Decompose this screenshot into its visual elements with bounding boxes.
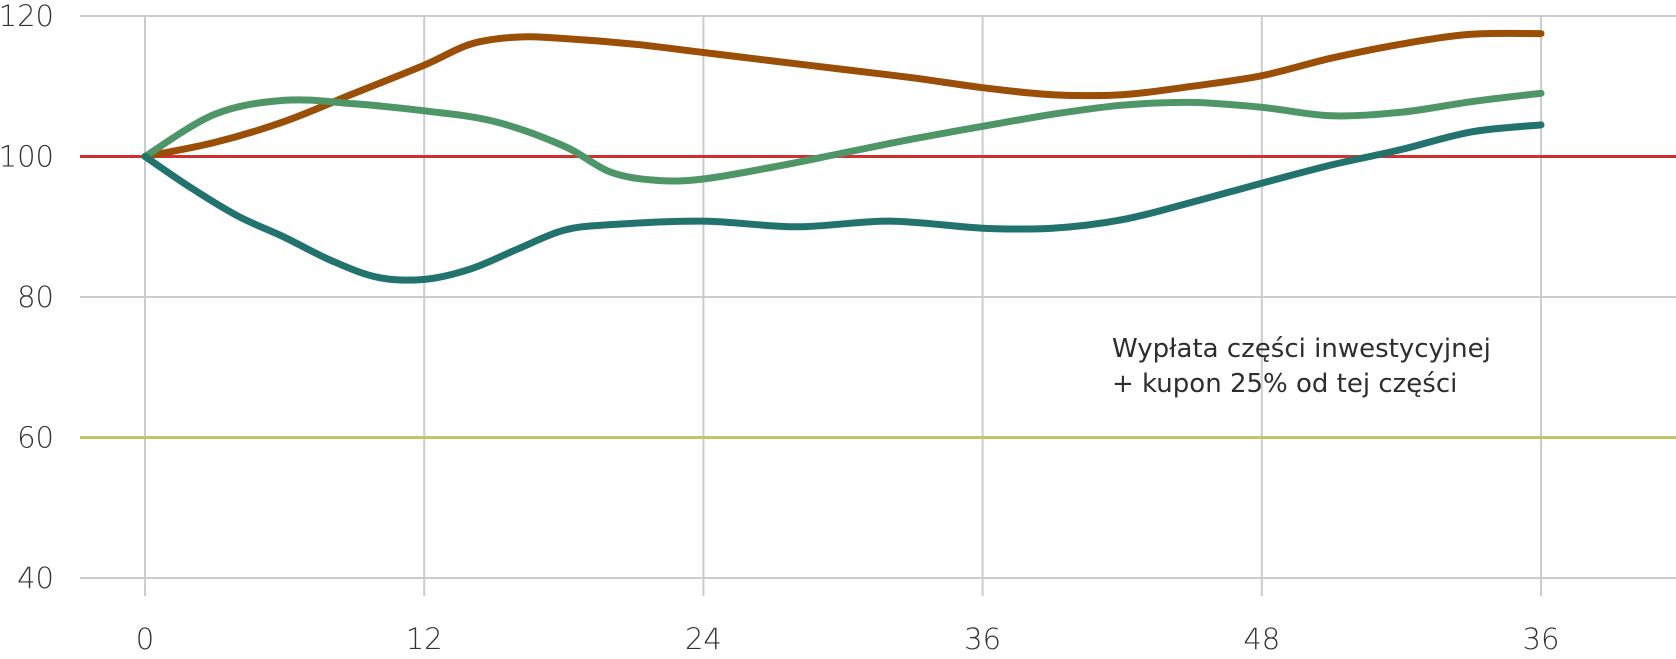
x-tick-label-2: 24 [685,622,722,656]
x-tick-label-1: 12 [406,622,443,656]
reference-lines [80,155,1676,439]
x-tick-label-3: 36 [964,622,1001,656]
x-tick-label-5: 36 [1523,622,1560,656]
x-tick-label-4: 48 [1243,622,1280,656]
series-line-2 [141,89,1545,185]
series-lines [141,29,1545,284]
y-tick-label-80: 80 [17,280,54,314]
x-tick-label-0: 0 [136,622,154,656]
y-tick-label-60: 60 [17,421,54,455]
annotation-line-2: + kupon 25% od tej części [1112,369,1457,399]
series-line-1 [141,29,1545,160]
series-line-3 [141,121,1545,284]
x-axis-ticks: 0 12 24 36 48 36 [136,622,1560,656]
y-axis-ticks: 40 60 80 100 120 [0,0,54,595]
y-tick-label-100: 100 [0,140,54,174]
annotation-line-1: Wypłata części inwestycyjnej [1112,334,1491,364]
y-tick-label-120: 120 [0,0,54,33]
y-tick-label-40: 40 [17,561,54,595]
